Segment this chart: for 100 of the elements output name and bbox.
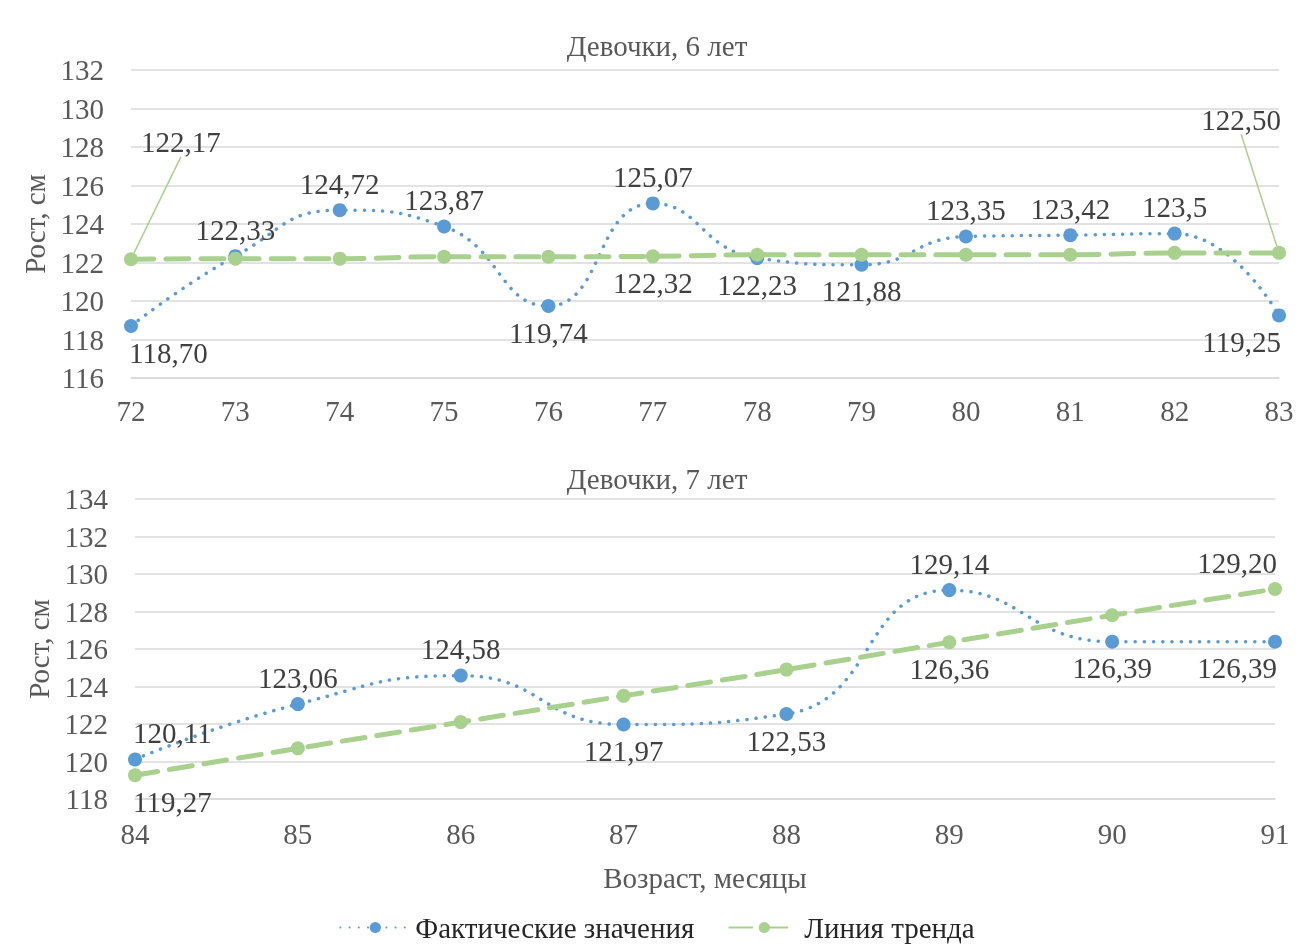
data-label: 124,58 <box>420 633 501 666</box>
point <box>779 707 794 722</box>
data-label: 121,88 <box>821 275 902 308</box>
point <box>437 219 452 234</box>
x-tick-label: 84 <box>120 817 150 850</box>
x-tick-label: 89 <box>934 817 964 850</box>
data-label: 123,42 <box>1030 192 1111 225</box>
y-tick-label: 128 <box>60 131 104 163</box>
point <box>942 635 957 650</box>
y-tick-label: 122 <box>64 708 108 740</box>
y-tick-label: 122 <box>60 246 104 279</box>
point <box>645 196 660 211</box>
data-label: 122,50 <box>1201 103 1281 136</box>
point <box>645 249 660 264</box>
x-tick-label: 86 <box>446 817 476 850</box>
data-label: 129,14 <box>909 547 990 580</box>
point <box>290 741 305 756</box>
point <box>541 299 556 313</box>
point <box>1063 247 1078 262</box>
x-tick-label: 73 <box>220 394 250 427</box>
data-label: 123,87 <box>404 184 484 216</box>
data-label: 126,36 <box>909 652 990 685</box>
point <box>290 697 305 712</box>
y-tick-label: 132 <box>60 54 104 86</box>
point <box>1063 228 1078 243</box>
point <box>958 229 973 244</box>
data-label: 119,74 <box>509 316 589 349</box>
data-label: 129,20 <box>1197 546 1277 579</box>
x-tick-label: 78 <box>742 394 772 427</box>
point <box>1272 308 1286 323</box>
y-tick-label: 130 <box>60 92 104 125</box>
y-tick-label: 118 <box>61 323 104 356</box>
point <box>124 252 138 267</box>
data-label: 126,39 <box>1072 652 1153 685</box>
point <box>437 249 452 264</box>
y-axis-title: Рост, см <box>19 174 52 274</box>
point <box>1272 245 1286 260</box>
y-tick-label: 130 <box>64 558 108 590</box>
point <box>124 319 138 334</box>
data-label: 119,27 <box>133 785 212 818</box>
point <box>1105 608 1120 623</box>
point <box>453 668 468 683</box>
y-axis-title: Рост, см <box>23 599 56 699</box>
legend-label: Линия тренда <box>804 911 975 944</box>
legend-label: Фактические значения <box>415 911 695 944</box>
point <box>942 583 957 598</box>
point <box>1167 226 1182 241</box>
x-tick-label: 72 <box>116 394 146 427</box>
x-tick-label: 80 <box>951 394 981 427</box>
x-tick-label: 90 <box>1097 817 1127 850</box>
y-tick-label: 116 <box>61 362 104 394</box>
y-tick-label: 128 <box>64 595 108 628</box>
y-tick-label: 124 <box>60 208 105 240</box>
data-label: 122,33 <box>195 213 276 246</box>
data-label: 123,35 <box>926 194 1006 227</box>
point <box>750 247 765 262</box>
x-tick-label: 88 <box>771 817 801 850</box>
y-tick-label: 118 <box>65 783 108 815</box>
data-label: 126,39 <box>1197 652 1277 685</box>
point <box>616 717 631 732</box>
x-tick-label: 82 <box>1160 394 1190 427</box>
data-label: 123,5 <box>1142 191 1208 224</box>
point <box>1268 634 1282 649</box>
data-label: 122,23 <box>717 268 798 301</box>
y-tick-label: 132 <box>64 520 108 553</box>
point <box>453 715 468 730</box>
point <box>1105 634 1120 649</box>
point <box>1167 245 1182 260</box>
data-label: 121,97 <box>583 735 664 768</box>
point <box>332 203 347 218</box>
point <box>128 752 142 767</box>
point <box>779 662 794 677</box>
x-tick-label: 83 <box>1264 394 1294 427</box>
data-label: 118,70 <box>129 336 208 369</box>
y-tick-label: 120 <box>64 745 108 778</box>
y-tick-label: 126 <box>60 169 104 202</box>
point <box>332 251 347 266</box>
data-label: 124,72 <box>299 167 380 200</box>
y-tick-label: 120 <box>60 285 104 317</box>
x-tick-label: 87 <box>609 817 639 850</box>
point <box>128 768 142 783</box>
x-tick-label: 76 <box>533 394 563 427</box>
x-tick-label: 91 <box>1260 817 1290 850</box>
x-axis-title: Возраст, месяцы <box>603 861 807 894</box>
y-tick-label: 126 <box>64 633 108 665</box>
chart-title: Девочки, 7 лет <box>566 462 748 495</box>
point <box>958 247 973 262</box>
x-tick-label: 81 <box>1055 394 1085 427</box>
chart-title: Девочки, 6 лет <box>566 29 748 62</box>
data-label: 120,11 <box>133 716 212 749</box>
y-tick-label: 134 <box>64 483 109 515</box>
data-label: 122,17 <box>141 126 221 159</box>
x-tick-label: 77 <box>638 394 668 427</box>
x-tick-label: 74 <box>325 394 355 427</box>
data-label: 122,32 <box>612 266 693 299</box>
data-label: 119,25 <box>1202 325 1281 358</box>
point <box>854 247 869 262</box>
data-label: 123,06 <box>257 661 338 694</box>
point <box>1268 582 1282 596</box>
x-tick-label: 85 <box>283 817 313 850</box>
